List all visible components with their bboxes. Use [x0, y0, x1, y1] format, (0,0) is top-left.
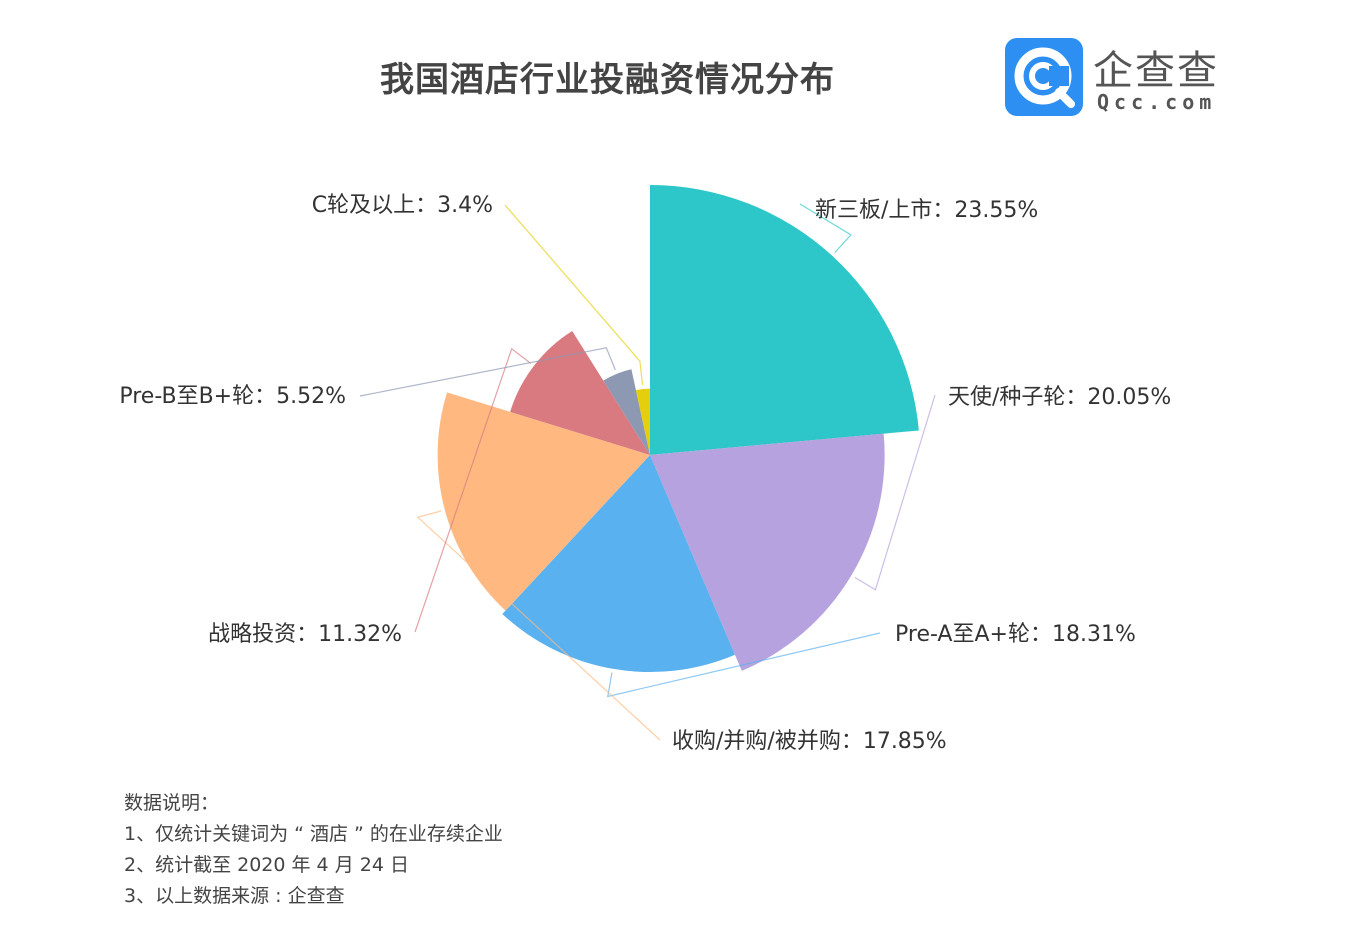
- qcc-logo-icon: [1005, 38, 1083, 116]
- slice-label: Pre-B至B+轮：5.52%: [119, 384, 346, 409]
- slice-label: 战略投资：11.32%: [208, 622, 402, 647]
- rose-sector: [603, 369, 650, 455]
- brand-name: 企查查: [1093, 48, 1219, 94]
- leader-line: [416, 510, 661, 741]
- notes-item: 2、统计截至 2020 年 4 月 24 日: [124, 854, 409, 876]
- data-notes: 数据说明： 1、仅统计关键词为 “ 酒店 ” 的在业存续企业 2、统计截至 20…: [124, 788, 503, 912]
- notes-item: 1、仅统计关键词为 “ 酒店 ” 的在业存续企业: [124, 823, 503, 845]
- leader-line: [414, 347, 532, 633]
- rose-sector: [502, 455, 735, 673]
- brand: 企查查 Qcc.com: [1005, 38, 1245, 118]
- notes-heading: 数据说明：: [124, 792, 220, 814]
- chart-leader-lines: [359, 203, 936, 741]
- rose-sector: [510, 331, 650, 455]
- slice-label: Pre-A至A+轮：18.31%: [895, 622, 1136, 647]
- slice-label: 天使/种子轮：20.05%: [948, 385, 1171, 410]
- slice-label: 收购/并购/被并购：17.85%: [672, 729, 947, 754]
- slice-label: C轮及以上：3.4%: [312, 193, 493, 218]
- leader-line: [607, 632, 881, 698]
- chart-title: 我国酒店行业投融资情况分布: [380, 60, 835, 100]
- leader-line: [359, 347, 616, 397]
- rose-sector: [437, 392, 650, 611]
- leader-line: [504, 204, 644, 386]
- leader-line: [854, 394, 936, 591]
- slice-label: 新三板/上市：23.55%: [815, 198, 1038, 223]
- rose-sector: [635, 388, 650, 455]
- chart-sectors: [437, 185, 919, 673]
- chart-labels: 新三板/上市：23.55% 天使/种子轮：20.05% Pre-A至A+轮：18.3…: [119, 193, 1171, 754]
- rose-sector: [650, 433, 885, 671]
- leader-line: [799, 203, 852, 254]
- rose-sector: [650, 185, 919, 455]
- notes-item: 3、以上数据来源 : 企查查: [124, 885, 345, 907]
- brand-url: Qcc.com: [1097, 90, 1217, 114]
